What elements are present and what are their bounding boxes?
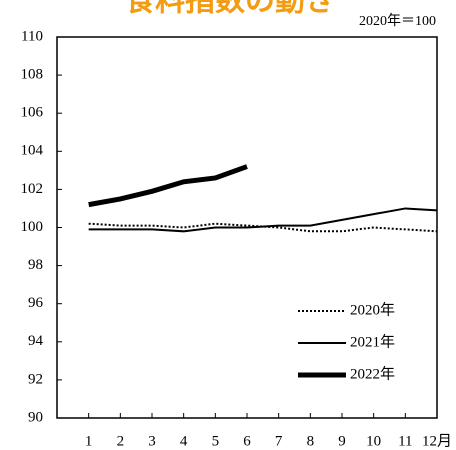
- y-tick-label: 96: [28, 295, 44, 311]
- y-tick-label: 106: [21, 105, 44, 121]
- chart-title: 食料指数の動き: [125, 0, 335, 19]
- x-tick-label: 7: [275, 433, 283, 449]
- unit-note: 2020年＝100: [359, 13, 436, 29]
- y-tick-label: 102: [21, 181, 44, 197]
- legend-label: 2020年: [350, 301, 395, 318]
- y-tick-label: 94: [28, 333, 44, 349]
- x-tick-label: 3: [148, 433, 156, 449]
- y-tick-label: 110: [21, 28, 43, 44]
- x-tick-label: 6: [243, 433, 251, 449]
- x-tick-label: 10: [366, 433, 381, 449]
- y-tick-label: 98: [28, 257, 43, 273]
- x-tick-label: 12月: [422, 433, 452, 449]
- y-tick-label: 90: [28, 409, 43, 425]
- x-tick-label: 9: [338, 433, 346, 449]
- legend-label: 2022年: [350, 365, 395, 382]
- series-line: [88, 164, 248, 208]
- x-tick-label: 11: [398, 433, 412, 449]
- legend-label: 2021年: [350, 333, 395, 350]
- x-tick-label: 8: [307, 433, 315, 449]
- y-tick-label: 92: [28, 371, 43, 387]
- y-tick-label: 108: [21, 67, 44, 83]
- y-tick-label: 104: [21, 143, 44, 159]
- x-tick-label: 4: [180, 433, 188, 449]
- x-tick-label: 5: [212, 433, 220, 449]
- x-tick-label: 2: [117, 433, 125, 449]
- series-line: [88, 207, 438, 233]
- x-tick-label: 1: [85, 433, 93, 449]
- y-tick-label: 100: [21, 219, 44, 235]
